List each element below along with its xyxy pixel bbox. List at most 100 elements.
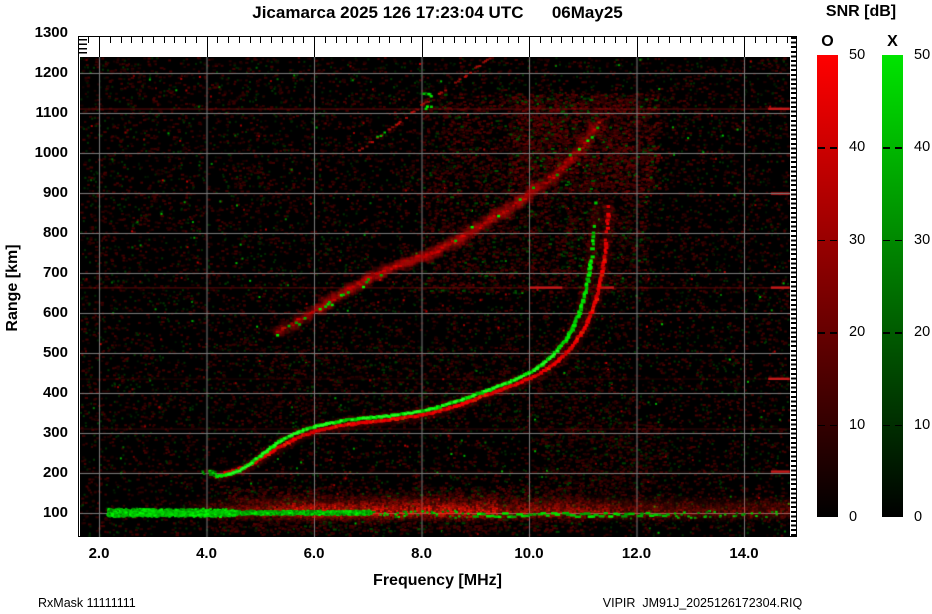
ionogram-canvas (80, 57, 790, 537)
y-tick-label: 400 (42, 384, 68, 401)
x-minor-tick (507, 37, 509, 43)
x-minor-tick (238, 37, 240, 43)
y-tick-label: 100 (42, 504, 68, 521)
y-axis-minor-ticks-left (79, 39, 87, 56)
colorbar-tick-label-o: 0 (849, 509, 858, 525)
y-tick-label: 900 (42, 184, 68, 201)
x-minor-tick (109, 37, 111, 43)
y-tick-label: 500 (42, 344, 68, 361)
x-minor-tick (410, 37, 412, 43)
x-minor-tick (432, 37, 434, 43)
x-minor-tick (324, 37, 326, 43)
x-major-tick (636, 37, 638, 57)
y-tick-label: 1300 (34, 24, 68, 41)
colorbar-title: SNR [dB] (825, 3, 897, 20)
x-axis-title: Frequency [MHz] (373, 572, 502, 589)
y-axis-title: Range [km] (4, 244, 21, 332)
x-minor-tick (754, 37, 756, 43)
colorbar-tick-dash (882, 147, 903, 149)
x-minor-tick (464, 37, 466, 43)
plot-title: Jicamarca 2025 126 17:23:04 UTC 06May25 (252, 3, 623, 22)
data-file-text: VIPIR JM91J_2025126172304.RIQ (602, 596, 803, 610)
x-tick-label: 6.0 (303, 545, 325, 562)
colorbar-o-label: O (821, 33, 834, 50)
x-minor-tick (475, 37, 477, 43)
y-tick-label: 700 (42, 264, 68, 281)
colorbar-tick-label-x: 50 (914, 47, 931, 63)
x-tick-label: 4.0 (196, 545, 217, 562)
x-minor-tick (668, 37, 670, 43)
x-minor-tick (711, 37, 713, 43)
x-minor-tick (228, 37, 229, 43)
x-minor-tick (593, 37, 595, 43)
x-minor-tick (142, 37, 143, 43)
colorbar-tick-dash (882, 239, 903, 242)
colorbar-tick-dash (882, 424, 903, 426)
colorbar-tick-label-x: 0 (914, 509, 923, 525)
x-major-tick (744, 37, 745, 57)
colorbar-tick-label-x: 30 (914, 231, 931, 248)
x-major-tick (421, 37, 423, 57)
x-minor-tick (260, 37, 262, 43)
y-tick-label: 1100 (35, 104, 68, 121)
colorbar-tick-label-o: 50 (849, 47, 866, 63)
x-minor-tick (174, 37, 176, 43)
x-major-tick (314, 37, 315, 57)
x-minor-tick (378, 37, 380, 43)
x-minor-tick (518, 37, 520, 43)
y-tick-label: 200 (42, 464, 68, 481)
rxmask-text: RxMask 11111111 (38, 596, 136, 610)
x-minor-tick (281, 37, 283, 43)
x-minor-tick (152, 37, 154, 43)
x-minor-tick (658, 37, 659, 43)
colorbar-tick-dash (882, 332, 903, 334)
colorbar-tick-dash (817, 424, 838, 426)
y-tick-label: 300 (42, 424, 68, 441)
x-minor-tick (443, 37, 444, 43)
x-minor-tick (776, 37, 778, 43)
colorbar-tick-label-o: 20 (849, 324, 866, 341)
x-minor-tick (625, 37, 627, 43)
x-minor-tick (496, 37, 498, 43)
x-minor-tick (120, 37, 122, 43)
colorbar-tick-dash (817, 239, 838, 242)
x-minor-tick (195, 37, 197, 43)
x-minor-tick (131, 37, 133, 43)
y-tick-label: 1200 (34, 64, 68, 81)
colorbar-x-label: X (887, 33, 898, 50)
x-minor-tick (647, 37, 649, 43)
y-tick-label: 800 (42, 224, 68, 241)
x-minor-tick (185, 37, 186, 43)
x-minor-tick (765, 37, 767, 43)
x-minor-tick (335, 37, 337, 43)
x-minor-tick (733, 37, 735, 43)
x-minor-tick (572, 37, 573, 43)
x-minor-tick (453, 37, 455, 43)
colorbar-tick-label-x: 10 (914, 416, 931, 433)
colorbar-tick-label-o: 10 (849, 416, 866, 433)
x-minor-tick (722, 37, 724, 43)
x-axis-tick-band (79, 37, 796, 57)
x-tick-label: 14.0 (729, 545, 759, 562)
x-tick-label: 2.0 (88, 545, 110, 562)
colorbar-x-mode (882, 55, 903, 517)
x-minor-tick (217, 37, 219, 43)
x-tick-label: 12.0 (621, 545, 652, 562)
x-minor-tick (88, 37, 90, 43)
x-minor-tick (486, 37, 487, 43)
y-tick-label: 1000 (34, 144, 68, 161)
x-minor-tick (400, 37, 401, 43)
x-minor-tick (690, 37, 692, 43)
x-major-tick (206, 37, 208, 57)
x-minor-tick (604, 37, 606, 43)
colorbar-tick-label-x: 40 (914, 139, 931, 156)
x-minor-tick (550, 37, 552, 43)
x-minor-tick (346, 37, 348, 43)
x-tick-label: 8.0 (411, 545, 432, 562)
x-minor-tick (389, 37, 391, 43)
x-minor-tick (615, 37, 616, 43)
x-minor-tick (561, 37, 563, 43)
x-minor-tick (357, 37, 358, 43)
colorbar-tick-dash (817, 147, 838, 149)
